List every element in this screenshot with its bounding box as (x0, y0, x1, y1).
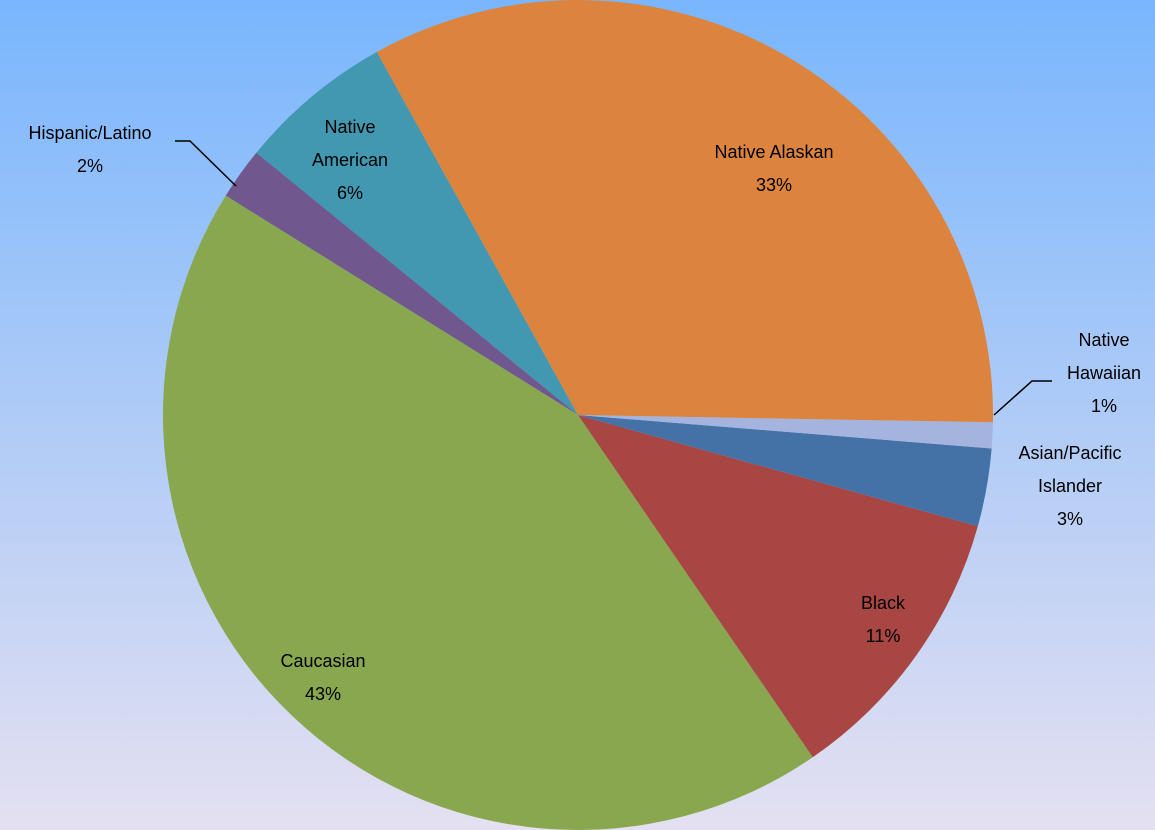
data-label: Native Hawaiian 1% (1059, 324, 1149, 423)
slice-value: 3% (1056, 509, 1083, 529)
slice-name: Native American (311, 117, 389, 170)
slice-name: Black (860, 593, 905, 613)
pie-slice (578, 415, 978, 758)
pie-slice (225, 152, 578, 415)
slice-name: Hispanic/Latino (28, 123, 152, 143)
slice-name: Native Alaskan (714, 142, 834, 162)
data-label: Caucasian 43% (243, 645, 403, 711)
slice-value: 1% (1090, 396, 1117, 416)
leader-line (993, 380, 1052, 416)
slice-value: 2% (76, 156, 103, 176)
slice-value: 43% (304, 684, 342, 704)
data-label: Asian/Pacific Islander 3% (1015, 437, 1125, 536)
data-label: Black 11% (823, 587, 943, 653)
slice-name: Caucasian (280, 651, 366, 671)
slice-value: 33% (755, 175, 793, 195)
data-label: Hispanic/Latino 2% (0, 117, 185, 183)
pie-slice (163, 195, 813, 830)
pie-slice (376, 0, 993, 423)
pie-slice (256, 52, 578, 415)
pie-slice (578, 415, 992, 527)
leader-line (175, 140, 237, 187)
slice-value: 11% (865, 626, 901, 646)
data-label: Native Alaskan 33% (674, 136, 874, 202)
slice-value: 6% (336, 183, 363, 203)
pie-slice (578, 415, 993, 449)
data-label: Native American 6% (300, 111, 400, 210)
slice-name: Asian/Pacific Islander (1018, 443, 1122, 496)
slice-name: Native Hawaiian (1066, 330, 1142, 383)
